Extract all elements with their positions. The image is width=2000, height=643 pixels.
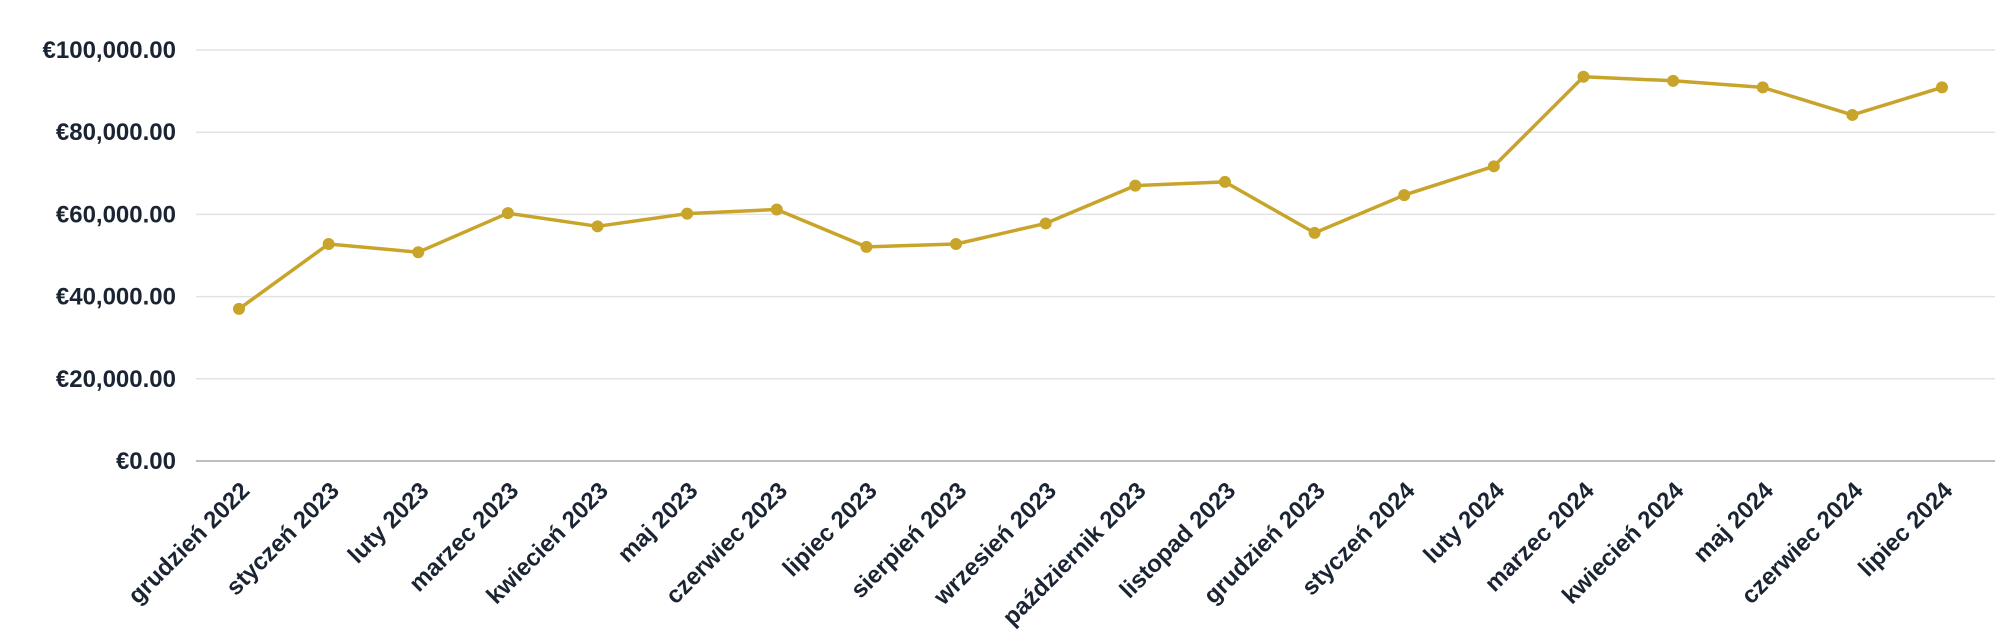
y-tick-label: €60,000.00 — [56, 201, 176, 228]
grid-layer — [196, 49, 1995, 462]
data-point[interactable] — [501, 207, 514, 220]
x-tick-label: lipiec 2024 — [1853, 477, 1958, 582]
series-layer — [233, 70, 1948, 315]
data-point[interactable] — [322, 237, 335, 250]
data-point[interactable] — [233, 302, 245, 315]
y-axis-tick-labels: €0.00 €20,000.00 €40,000.00 €60,000.00 €80,0… — [43, 37, 176, 475]
data-point[interactable] — [1936, 81, 1948, 94]
x-tick-label: luty 2024 — [1418, 477, 1510, 569]
y-tick-label: €100,000.00 — [43, 37, 176, 64]
data-point[interactable] — [1667, 74, 1680, 87]
data-point[interactable] — [950, 237, 963, 250]
y-tick-label: €40,000.00 — [56, 284, 176, 311]
data-point[interactable] — [770, 203, 783, 216]
series-line — [237, 74, 1944, 311]
data-point[interactable] — [1039, 217, 1052, 230]
data-point[interactable] — [681, 207, 694, 220]
y-tick-label: €80,000.00 — [56, 119, 176, 146]
data-point[interactable] — [1756, 81, 1769, 94]
data-point[interactable] — [1129, 179, 1142, 192]
y-tick-label: €0.00 — [116, 448, 176, 475]
data-point[interactable] — [1218, 175, 1231, 188]
data-point[interactable] — [412, 246, 425, 259]
x-tick-label: luty 2023 — [343, 477, 435, 569]
data-point[interactable] — [1846, 108, 1859, 121]
y-tick-label: €20,000.00 — [56, 366, 176, 393]
x-tick-label: maj 2024 — [1688, 477, 1779, 568]
data-point[interactable] — [591, 220, 604, 233]
data-point[interactable] — [1487, 160, 1500, 173]
data-point[interactable] — [1577, 70, 1590, 83]
data-point[interactable] — [1308, 226, 1321, 239]
data-point[interactable] — [1398, 189, 1411, 202]
x-tick-label: maj 2023 — [613, 477, 704, 568]
data-point[interactable] — [860, 240, 873, 253]
